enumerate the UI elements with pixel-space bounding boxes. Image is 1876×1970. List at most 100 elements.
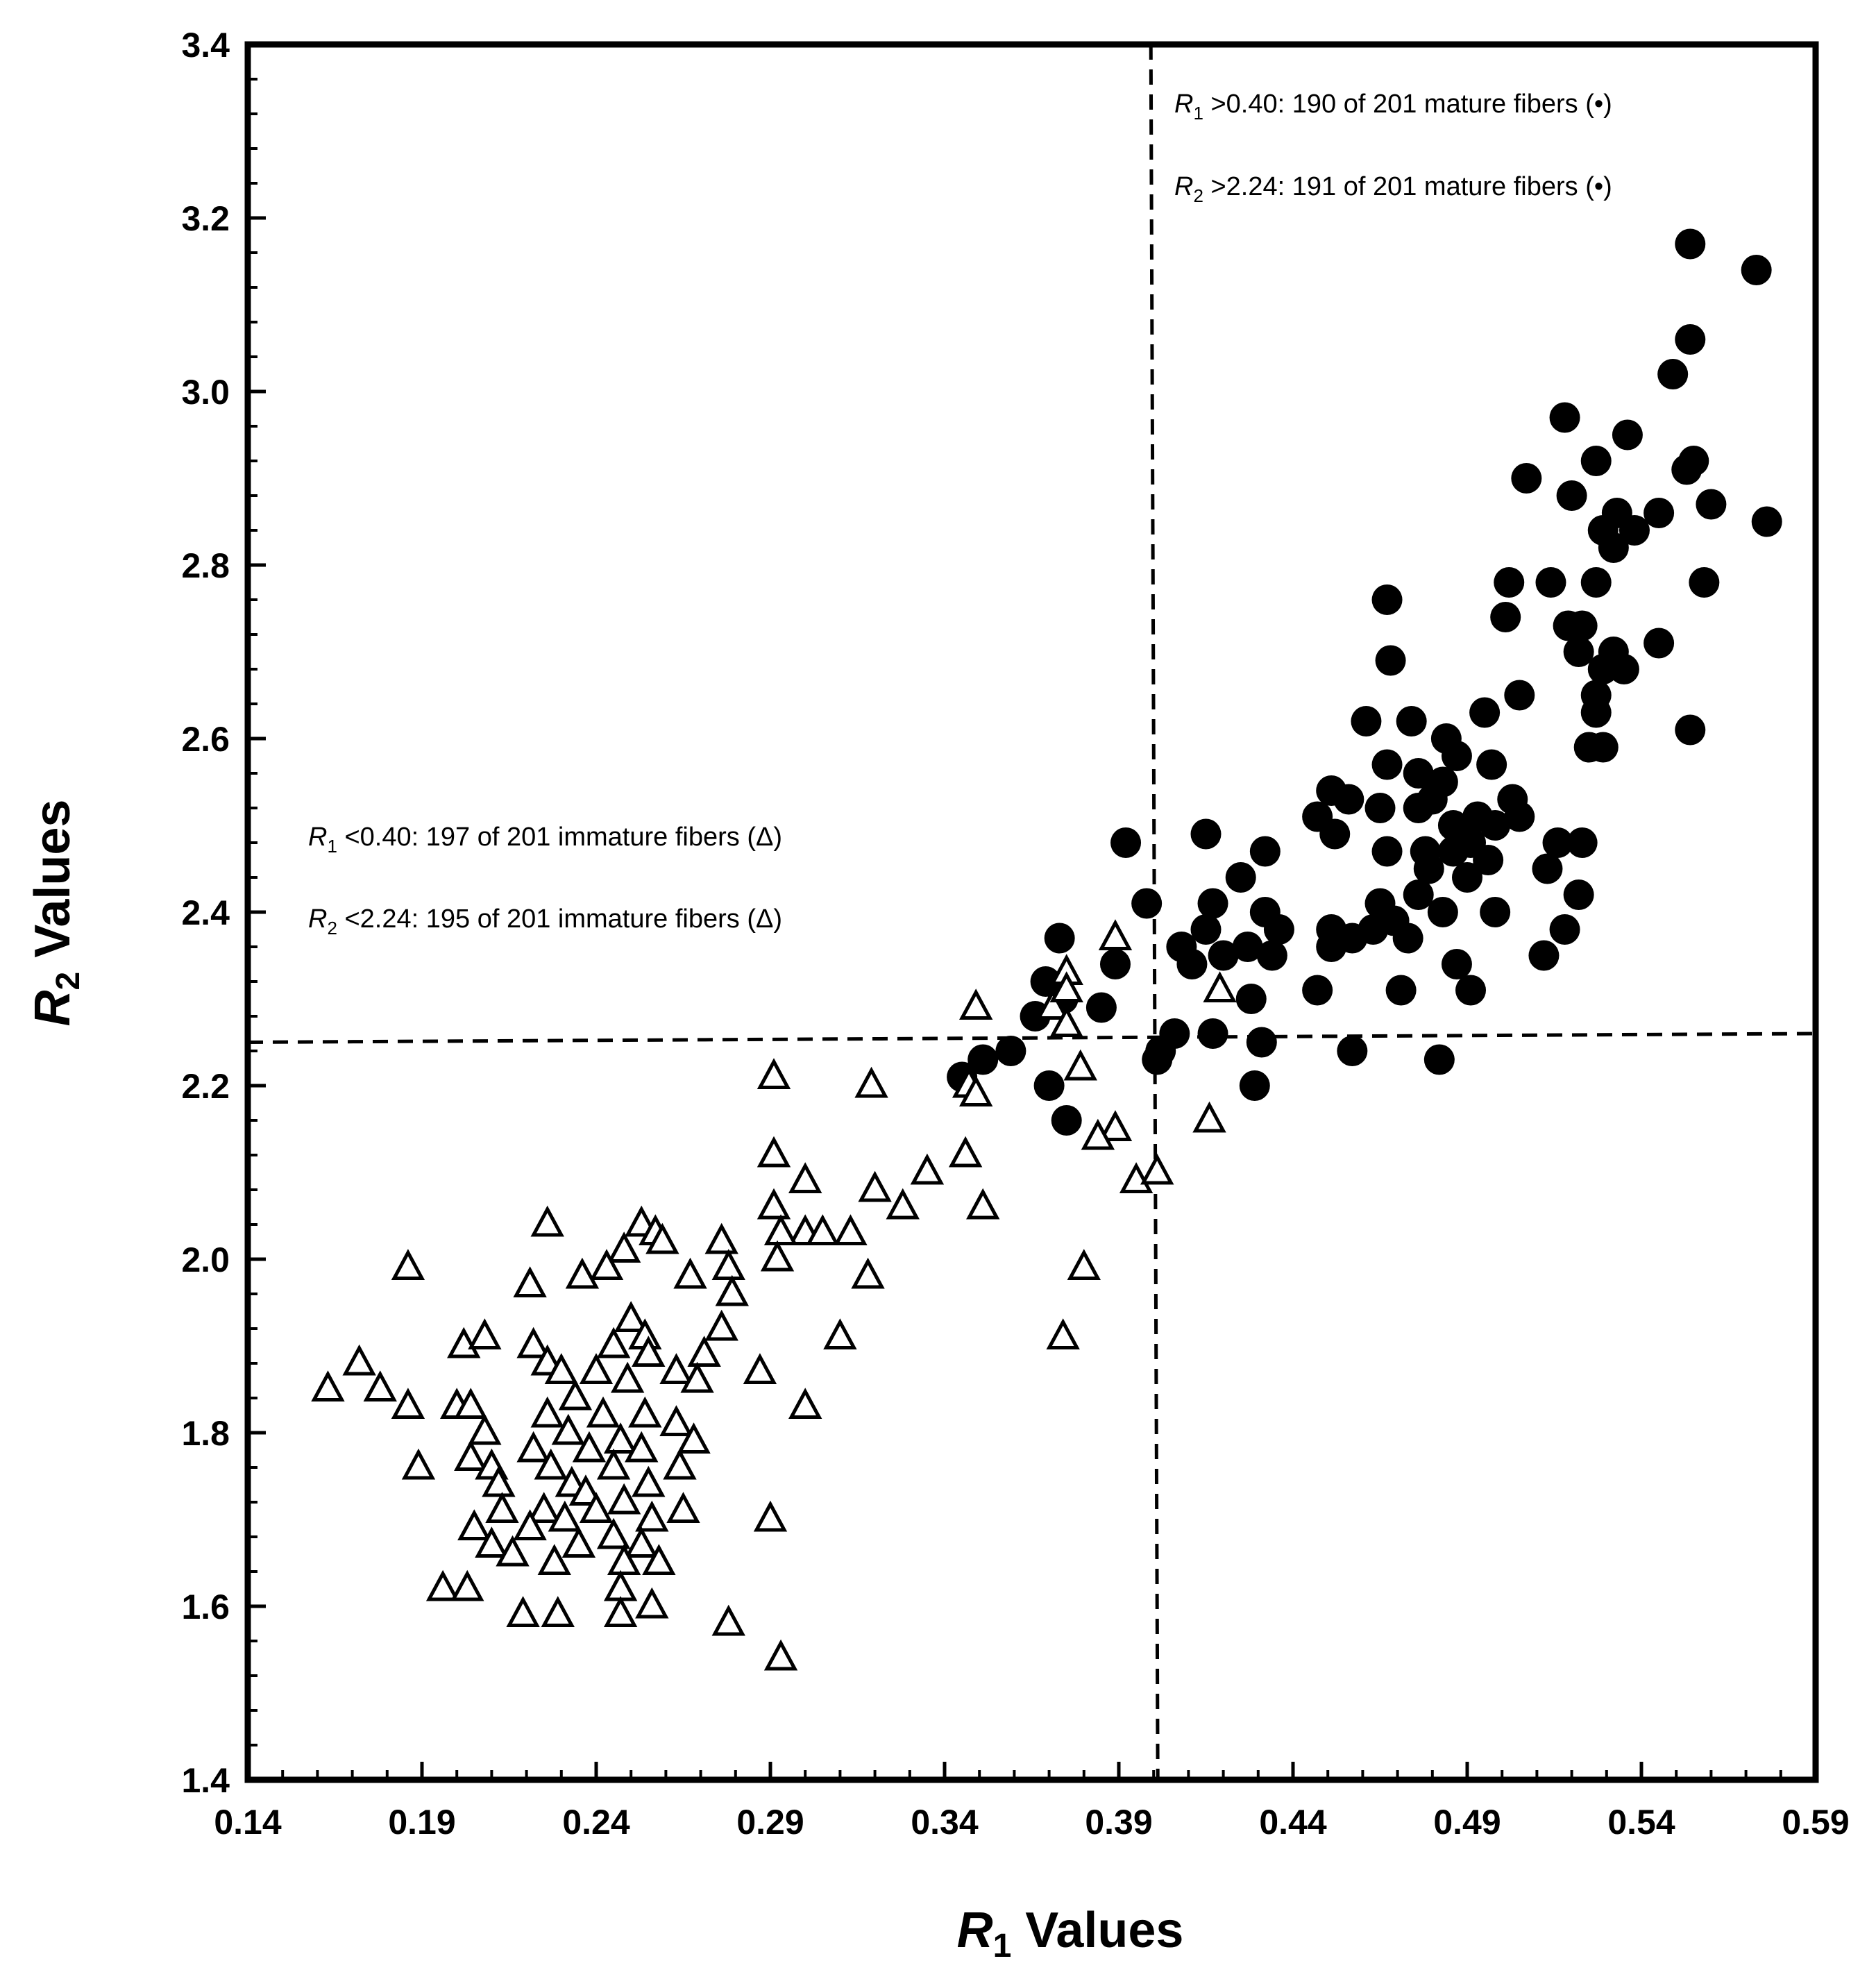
immature-fiber-point (530, 1396, 564, 1428)
mature-fiber-point (1455, 975, 1487, 1006)
immature-fiber-point (854, 1066, 888, 1098)
mature-fiber-point (1528, 940, 1560, 971)
mature-fiber-point (1612, 419, 1643, 451)
mature-fiber-point (1437, 836, 1469, 867)
mature-fiber-point (1044, 923, 1075, 954)
mature-fiber-point (1689, 567, 1720, 598)
y-tick-label: 2.2 (181, 1067, 230, 1106)
mature-fiber-point (1110, 827, 1142, 858)
immature-fiber-point (506, 1596, 540, 1627)
mature-fiber-point (1351, 706, 1382, 736)
mature-fiber-point (1235, 984, 1267, 1014)
immature-fiber-point (834, 1214, 868, 1245)
mature-fiber-point (1371, 584, 1403, 615)
immature-fiber-point (753, 1500, 788, 1532)
mature-fiber-point (1675, 324, 1706, 355)
mature-fiber-point (1504, 680, 1535, 711)
mature-fiber-point (1085, 992, 1117, 1023)
mature-fiber-point (1396, 706, 1427, 736)
immature-fiber-point (468, 1318, 502, 1349)
immature-fiber-point (579, 1353, 614, 1384)
mature-fiber-point (1197, 888, 1228, 919)
immature-fiber-point (628, 1396, 662, 1428)
mature-fiber-point (1263, 914, 1294, 945)
immature-fiber-point (910, 1153, 945, 1185)
mature-fiber-point (1131, 888, 1163, 919)
mature-fiber-point (1403, 793, 1434, 823)
mature-fiber-point (1566, 827, 1598, 858)
mature-fiber-point (1480, 897, 1511, 927)
immature-fiber-point (715, 1274, 749, 1306)
immature-fiber-point (1203, 971, 1237, 1002)
immature-fiber-point (596, 1327, 631, 1358)
y-tick-label: 1.8 (181, 1414, 230, 1453)
mature-fiber-point (1403, 758, 1434, 789)
immature-fiber-point (788, 1162, 822, 1193)
immature-fiber-point (632, 1465, 666, 1497)
mature-fiber-point (1657, 359, 1689, 389)
y-tick-labels: 1.4 1.6 1.8 2.0 2.2 2.4 2.6 2.8 3.0 3.2 3.4 (181, 26, 230, 1800)
immature-fiber-point (342, 1344, 376, 1376)
mature-fiber-point (967, 1044, 999, 1075)
mature-fiber-point (1580, 567, 1612, 598)
immature-fiber-point (311, 1370, 345, 1401)
x-tick-label: 0.24 (562, 1803, 630, 1842)
mature-fiber-point (1490, 602, 1521, 632)
immature-fiber-point (568, 1474, 603, 1506)
mature-fiber-point (1480, 810, 1511, 841)
mature-fiber-point (1371, 749, 1403, 780)
mature-fiber-point (1371, 836, 1403, 867)
immature-fiber-point (596, 1517, 631, 1549)
y-tick-label: 2.4 (181, 893, 230, 932)
mature-fiber-point (1302, 975, 1333, 1006)
immature-fiber-point (496, 1535, 530, 1567)
immature-fiber-point (561, 1526, 596, 1558)
x-tick-label: 0.34 (911, 1803, 979, 1842)
mature-fiber-point (1033, 1070, 1065, 1101)
immature-fiber-point (1036, 988, 1070, 1020)
y-tick-label: 2.6 (181, 720, 230, 759)
annotation-immature-r1: R1 <0.40: 197 of 201 immature fibers (Δ) (308, 823, 782, 857)
immature-fiber-point (757, 1136, 791, 1168)
immature-fiber-point (763, 1214, 798, 1245)
mature-fiber-point (1532, 853, 1563, 884)
r2-threshold-line (247, 1032, 1816, 1044)
immature-fiber-point (450, 1569, 484, 1601)
mature-fiber-point (1413, 853, 1444, 884)
immature-fiber-point (1192, 1101, 1226, 1133)
mature-fiber-point (1452, 862, 1482, 893)
immature-fiber-point (1049, 1006, 1083, 1037)
mature-fiber-point (1494, 567, 1525, 598)
immature-fiber-point (680, 1361, 714, 1393)
immature-fiber-point (468, 1413, 502, 1445)
immature-fiber-point (659, 1353, 693, 1384)
immature-fiber-point (1119, 1162, 1154, 1193)
x-tick-labels: 0.14 0.19 0.24 0.29 0.34 0.39 0.44 0.49 0.54 0.59 (214, 1803, 1849, 1842)
immature-fiber-point (513, 1509, 547, 1540)
immature-fiber-point (1098, 1110, 1133, 1141)
immature-fiber-point (607, 1231, 641, 1263)
mature-fiber-point (1671, 454, 1702, 485)
mature-fiber-point (1319, 818, 1351, 850)
immature-fiber-point (589, 1249, 624, 1280)
immature-fiber-point (603, 1422, 638, 1454)
immature-fiber-point (548, 1500, 582, 1532)
immature-fiber-point (610, 1361, 645, 1393)
mature-fiber-point (1549, 914, 1580, 945)
mature-fiber-point (1469, 697, 1501, 728)
mature-fiber-point (1364, 793, 1396, 823)
mature-fiber-point (1392, 923, 1423, 954)
mature-fiber-point (1643, 628, 1675, 659)
immature-fiber-point (760, 1240, 795, 1272)
immature-fiber-point (711, 1249, 745, 1280)
y-tick-label: 3.0 (181, 373, 230, 412)
annotation-mature-r1: R1 >0.40: 190 of 201 mature fibers (•) (1174, 90, 1612, 124)
mature-fiber-point (1246, 1027, 1277, 1058)
immature-fibers-series (311, 919, 1237, 1671)
x-tick-label: 0.39 (1085, 1803, 1152, 1842)
mature-fiber-point (1239, 1070, 1270, 1101)
mature-fiber-point (1337, 923, 1368, 954)
immature-fiber-point (530, 1205, 564, 1237)
